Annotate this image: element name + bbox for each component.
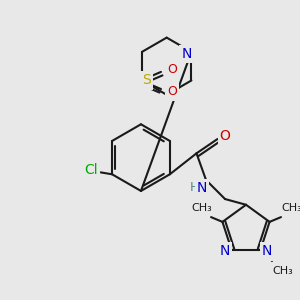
Text: N: N: [220, 244, 230, 259]
Text: O: O: [220, 129, 230, 143]
Text: O: O: [167, 62, 177, 76]
Text: H: H: [190, 181, 199, 194]
Text: N: N: [262, 244, 272, 259]
Text: CH₃: CH₃: [191, 202, 212, 213]
Text: CH₃: CH₃: [272, 266, 293, 277]
Text: O: O: [167, 85, 177, 98]
Text: S: S: [142, 74, 151, 88]
Text: N: N: [197, 181, 207, 195]
Text: Cl: Cl: [84, 163, 98, 176]
Text: N: N: [182, 47, 192, 61]
Text: CH₃: CH₃: [281, 202, 300, 213]
